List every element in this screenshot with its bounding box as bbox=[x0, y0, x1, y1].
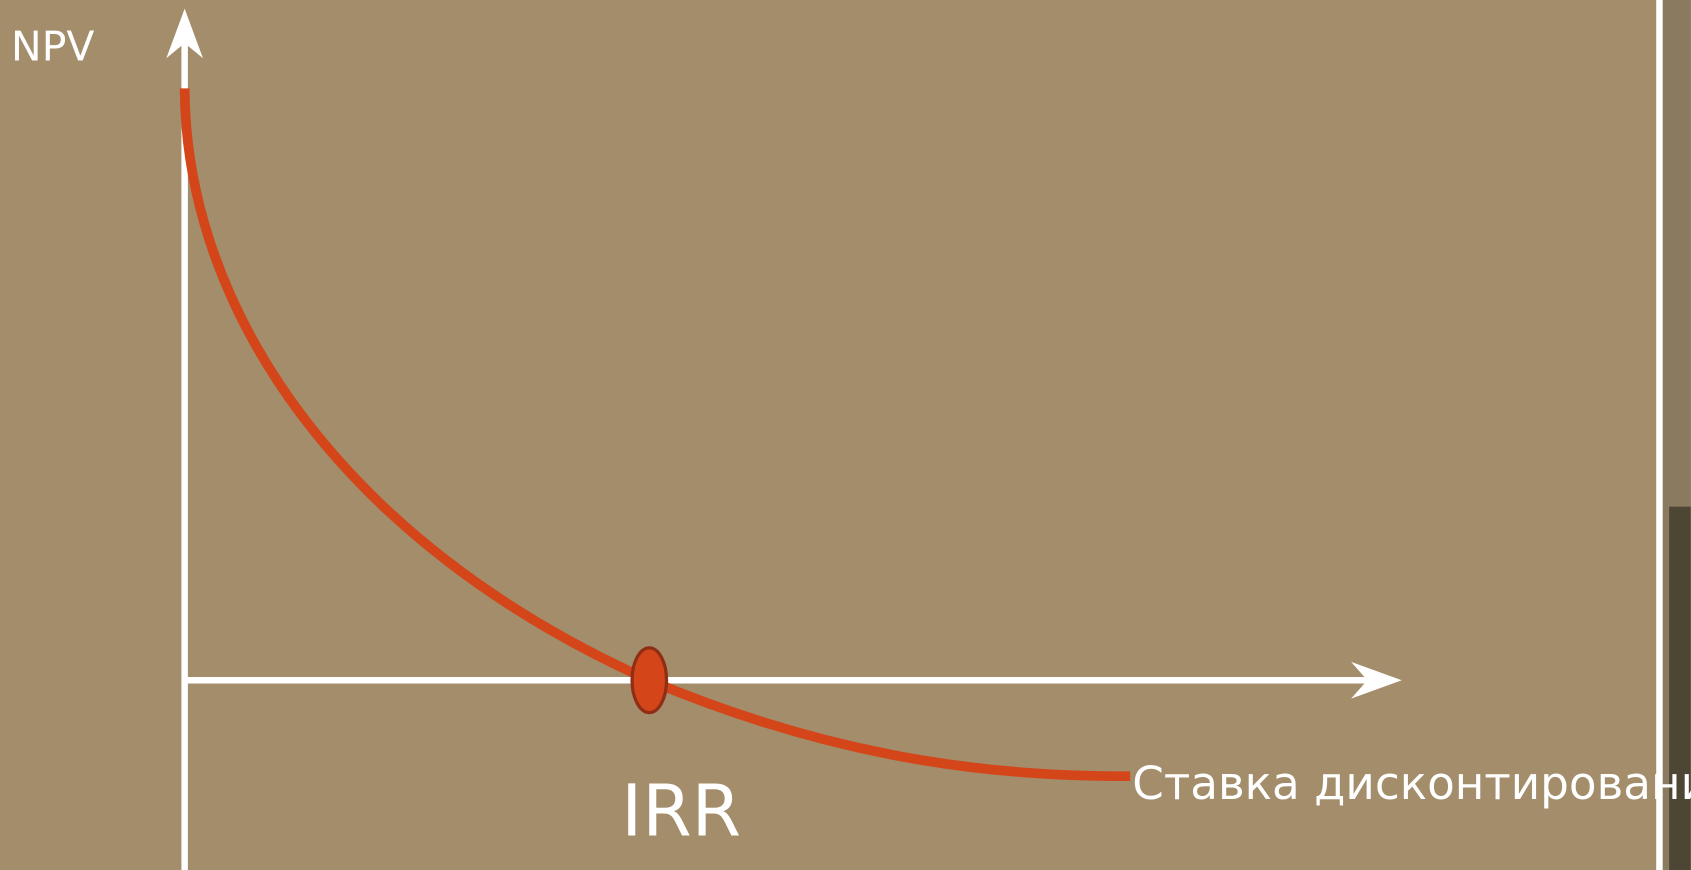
y-axis-label: NPV bbox=[11, 22, 94, 70]
x-axis-label: Ставка дисконтирования bbox=[1132, 757, 1691, 810]
irr-label: IRR bbox=[621, 770, 741, 853]
irr-point bbox=[632, 648, 666, 713]
background bbox=[0, 0, 1690, 870]
npv-diagram: NPV IRR Ставка дисконтирования bbox=[0, 0, 1691, 870]
photo-detail bbox=[1669, 507, 1691, 870]
page: NPV IRR Ставка дисконтирования (() => { … bbox=[0, 0, 1691, 870]
